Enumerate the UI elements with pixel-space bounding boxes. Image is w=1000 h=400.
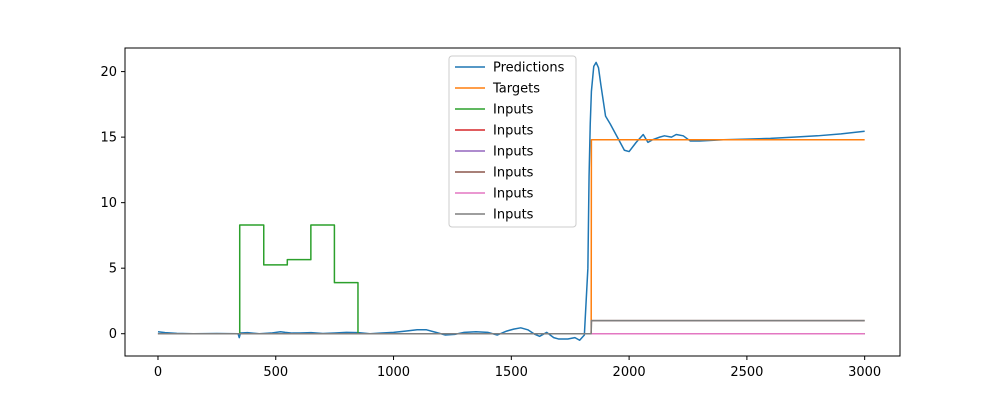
legend-box <box>448 55 577 228</box>
x-tick-label: 1000 <box>377 365 410 380</box>
y-tick-label: 20 <box>100 65 117 80</box>
x-tick-label: 0 <box>154 365 162 380</box>
y-tick-label: 15 <box>100 131 117 146</box>
legend-label-inputs-5: Inputs <box>493 166 534 181</box>
y-tick-label: 5 <box>109 262 117 277</box>
x-tick-label: 500 <box>263 365 288 380</box>
plot-area-frame <box>124 47 901 357</box>
legend-label-predictions-0: Predictions <box>493 61 565 76</box>
y-tick-label: 10 <box>100 196 117 211</box>
legend-label-inputs-7: Inputs <box>493 208 534 223</box>
x-tick-label: 1500 <box>495 365 528 380</box>
y-axis: 0 5 10 15 20 <box>100 65 125 342</box>
legend-label-inputs-4: Inputs <box>493 145 534 160</box>
legend-label-targets-1: Targets <box>492 82 540 97</box>
series-layer <box>157 61 865 342</box>
legend-label-inputs-2: Inputs <box>493 103 534 118</box>
y-tick-label: 0 <box>109 327 117 342</box>
x-axis: 0 500 1000 1500 2000 2500 3000 <box>154 356 881 380</box>
legend: Predictions Targets Inputs Inputs Inputs Inpu… <box>448 55 577 228</box>
x-tick-label: 2000 <box>613 365 646 380</box>
x-tick-label: 2500 <box>730 365 763 380</box>
series-line-inputs-2 <box>157 224 865 335</box>
legend-label-inputs-6: Inputs <box>493 187 534 202</box>
x-tick-label: 3000 <box>848 365 881 380</box>
legend-label-inputs-3: Inputs <box>493 124 534 139</box>
series-line-inputs-7 <box>157 319 865 335</box>
